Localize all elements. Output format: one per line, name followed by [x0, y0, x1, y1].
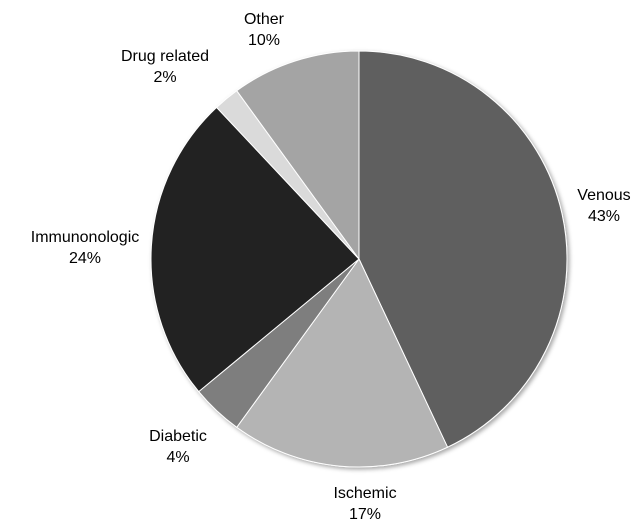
slice-label-venous: Venous [577, 187, 630, 204]
slice-label-diabetic: Diabetic [149, 428, 207, 445]
slice-percent-venous: 43% [588, 208, 620, 225]
slice-label-other: Other [244, 11, 285, 28]
pie-slice-ischemic [236, 258, 449, 468]
slice-percent-diabetic: 4% [166, 449, 189, 466]
pie-slices [150, 50, 568, 468]
pie-slice-immunonologic [150, 106, 360, 393]
slice-label-ischemic: Ischemic [333, 485, 396, 502]
slice-percent-ischemic: 17% [349, 506, 381, 523]
slice-label-immunonologic: Immunonologic [31, 229, 140, 246]
slice-percent-immunonologic: 24% [69, 250, 101, 267]
slice-percent-other: 10% [248, 32, 280, 49]
slice-labels: Venous 43% Ischemic 17% Diabetic 4% Immunonolo… [31, 11, 631, 523]
slice-percent-drug-related: 2% [153, 69, 176, 86]
slice-label-drug-related: Drug related [121, 48, 209, 65]
pie-slice-venous [358, 50, 568, 448]
pie-slice-other [236, 50, 360, 261]
